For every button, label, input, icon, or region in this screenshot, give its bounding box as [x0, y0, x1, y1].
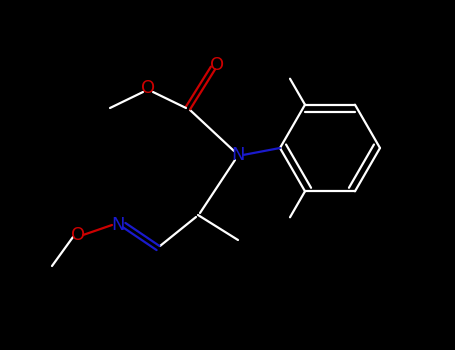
Text: O: O [71, 226, 85, 244]
Text: N: N [231, 146, 245, 164]
Text: O: O [210, 56, 224, 74]
Text: N: N [111, 216, 125, 234]
Text: O: O [141, 79, 155, 97]
